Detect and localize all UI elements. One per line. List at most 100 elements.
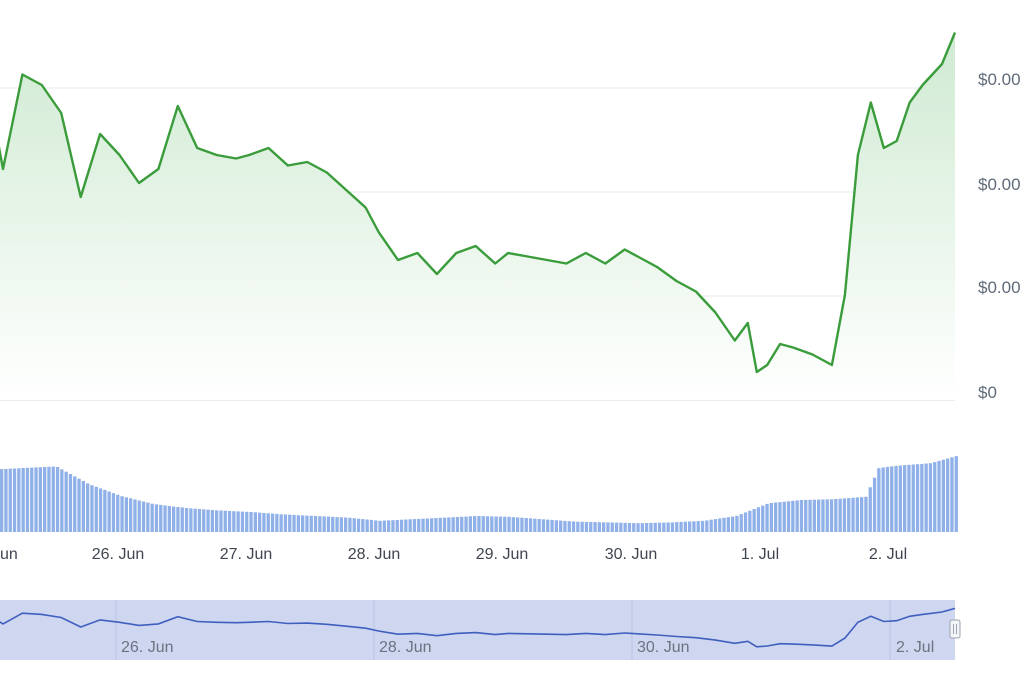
volume-bar: [185, 508, 188, 532]
y-tick-label: $0: [978, 383, 997, 402]
volume-bar: [125, 497, 128, 532]
volume-bar: [555, 520, 558, 532]
volume-bar: [189, 508, 192, 532]
volume-bar: [538, 519, 541, 532]
volume-bar: [550, 520, 553, 532]
volume-bar: [839, 499, 842, 532]
volume-bar: [486, 516, 489, 532]
volume-bar: [56, 467, 59, 532]
volume-bar: [684, 522, 687, 532]
volume-bar: [899, 466, 902, 533]
volume-bar: [348, 518, 351, 532]
volume-bar: [409, 519, 412, 532]
volume-bar: [288, 515, 291, 532]
volume-bar: [426, 519, 429, 533]
grip-handle-icon[interactable]: [950, 620, 960, 638]
x-axis: un 26. Jun 27. Jun 28. Jun 29. Jun 30. J…: [0, 546, 907, 563]
volume-bar: [559, 521, 562, 532]
volume-bar: [168, 506, 171, 532]
volume-bar: [860, 497, 863, 532]
volume-bar: [611, 523, 614, 533]
volume-bar: [740, 514, 743, 532]
volume-bar: [830, 499, 833, 532]
volume-bar: [864, 497, 867, 532]
volume-bar: [447, 517, 450, 532]
volume-bar: [421, 519, 424, 532]
volume-bar: [9, 469, 12, 532]
volume-bar: [417, 519, 420, 532]
volume-bar: [95, 487, 98, 532]
volume-bar: [533, 519, 536, 532]
volume-bar: [219, 511, 222, 533]
volume-bar: [254, 512, 257, 532]
volume-bar: [632, 523, 635, 532]
volume-bar: [615, 523, 618, 532]
volume-bar: [60, 469, 63, 532]
volume-bar: [658, 523, 661, 532]
volume-bar: [327, 517, 330, 532]
volume-bar: [748, 511, 751, 532]
volume-bar: [323, 516, 326, 532]
volume-bar: [753, 509, 756, 532]
x-tick-label-edge: un: [0, 546, 18, 563]
volume-bar: [593, 522, 596, 532]
volume-bar: [267, 513, 270, 532]
volume-bar: [194, 509, 197, 532]
volume-bar: [847, 498, 850, 532]
volume-bar: [671, 522, 674, 532]
volume-bar: [735, 516, 738, 532]
volume-bar: [439, 518, 442, 532]
volume-bar: [546, 520, 549, 532]
volume-bar: [667, 523, 670, 533]
volume-bar: [387, 520, 390, 532]
volume-bar: [641, 523, 644, 532]
volume-bar: [804, 500, 807, 532]
volume-bar: [99, 488, 102, 532]
volume-bar: [516, 517, 519, 532]
volume-bar: [77, 479, 80, 532]
volume-bar: [675, 522, 678, 532]
volume-bar: [636, 523, 639, 532]
volume-bar: [404, 520, 407, 533]
volume-bar: [778, 502, 781, 532]
volume-bar: [280, 514, 283, 532]
volume-bar: [701, 521, 704, 532]
volume-bar: [688, 522, 691, 533]
volume-bar: [314, 516, 317, 532]
volume-bar: [262, 513, 265, 532]
navigator-tick-label: 28. Jun: [379, 639, 431, 656]
volume-bar: [765, 504, 768, 532]
volume-bar: [456, 517, 459, 532]
volume-bar: [335, 517, 338, 532]
volume-bar: [155, 504, 158, 532]
x-tick-label: 26. Jun: [92, 546, 144, 563]
volume-bar: [800, 500, 803, 532]
volume-bar: [120, 496, 123, 532]
volume-bar: [310, 516, 313, 532]
volume-bar: [357, 519, 360, 532]
volume-bar: [783, 502, 786, 532]
volume-bar: [245, 512, 248, 532]
volume-bar: [813, 500, 816, 532]
volume-bar: [374, 520, 377, 532]
volume-bar: [903, 465, 906, 532]
volume-bar: [649, 523, 652, 532]
volume-bar: [731, 517, 734, 532]
volume-bar: [434, 518, 437, 532]
volume-bar: [873, 478, 876, 532]
volume-bar: [0, 469, 3, 532]
volume-bar: [589, 522, 592, 532]
volume-bar: [727, 517, 730, 532]
volume-bar: [159, 505, 162, 532]
y-tick-label: $0.00: [978, 70, 1021, 89]
volume-bar: [370, 520, 373, 532]
volume-bar: [877, 468, 880, 532]
navigator[interactable]: 26. Jun 28. Jun 30. Jun 2. Jul: [0, 600, 960, 660]
volume-bar: [507, 517, 510, 532]
volume-bar: [654, 523, 657, 532]
volume-bar: [30, 468, 33, 532]
navigator-tick-label: 30. Jun: [637, 639, 689, 656]
volume-bar: [142, 502, 145, 533]
volume-bar: [224, 511, 227, 532]
